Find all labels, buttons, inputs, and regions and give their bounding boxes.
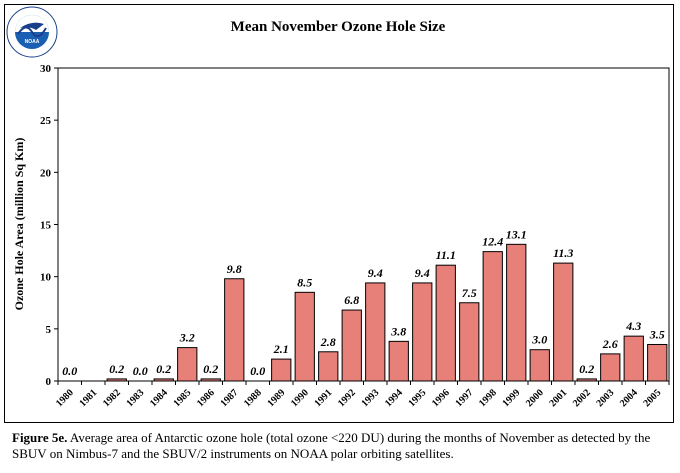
bar-1987 [224, 278, 245, 382]
bar-1984 [153, 378, 174, 382]
x-tick-label-1992: 1992 [336, 387, 358, 409]
figure-caption: Figure 5e. Average area of Antarctic ozo… [12, 430, 672, 462]
value-label-1986: 0.2 [203, 362, 218, 376]
value-label-1980: 0.0 [62, 364, 77, 378]
bar-1989 [271, 358, 292, 382]
x-tick-label-1980: 1980 [54, 387, 76, 409]
bar-1999 [506, 243, 527, 382]
chart-title: Mean November Ozone Hole Size [231, 19, 446, 35]
x-tick-label-1986: 1986 [195, 387, 217, 409]
x-tick-label-1982: 1982 [101, 387, 123, 409]
bar-2004 [623, 335, 644, 382]
value-label-2005: 3.5 [649, 327, 665, 341]
x-tick-label-1981: 1981 [77, 387, 99, 409]
y-tick-label: 5 [46, 324, 52, 336]
x-tick-label-2004: 2004 [618, 387, 640, 409]
x-tick-label-1996: 1996 [430, 387, 452, 409]
value-label-2003: 2.6 [602, 337, 618, 351]
value-label-1989: 2.1 [273, 342, 289, 356]
y-tick-label: 10 [40, 272, 52, 284]
x-tick-label-1991: 1991 [312, 387, 334, 409]
x-tick-label-1998: 1998 [477, 387, 499, 409]
y-tick-label: 0 [46, 376, 52, 388]
value-label-1984: 0.2 [156, 362, 171, 376]
bar-1998 [482, 251, 503, 382]
bar-2003 [600, 353, 621, 382]
value-label-2002: 0.2 [579, 362, 594, 376]
x-tick-label-1984: 1984 [148, 387, 170, 409]
bar-1982 [106, 378, 127, 382]
x-tick-label-2005: 2005 [641, 387, 663, 409]
value-labels: 0.0 0.2 0.0 0.2 3.2 0.2 9.8 0.0 2.1 8.5 2.8 6.8 9.4 3… [62, 227, 665, 378]
chart: Mean November Ozone Hole Size Ozone Hole… [12, 19, 670, 409]
x-tick-label-1999: 1999 [500, 387, 522, 409]
noaa-logo-text: NOAA [25, 39, 40, 45]
x-tick-label-1997: 1997 [453, 387, 475, 409]
value-label-1992: 6.8 [344, 293, 359, 307]
bar-2005 [647, 343, 668, 382]
x-tick-label-2003: 2003 [594, 387, 616, 409]
bar-2000 [529, 349, 550, 382]
bar-2002 [576, 378, 597, 382]
bar-1990 [294, 291, 315, 382]
value-label-1993: 9.4 [368, 266, 383, 280]
x-tick-label-1990: 1990 [289, 387, 311, 409]
value-label-2000: 3.0 [531, 333, 547, 347]
bar-1995 [412, 282, 433, 382]
x-tick-label-1987: 1987 [218, 387, 240, 409]
x-axis: 1980 1981 1982 1983 1984 1985 1986 1987 1988 1989… [54, 381, 670, 409]
value-label-2004: 4.3 [625, 319, 641, 333]
bar-1986 [200, 378, 221, 382]
value-label-1982: 0.2 [109, 362, 124, 376]
y-tick-label: 30 [40, 63, 52, 75]
x-tick-label-2001: 2001 [547, 387, 569, 409]
bar-2001 [553, 262, 574, 382]
noaa-logo-icon: NOAA [6, 6, 58, 58]
x-tick-label-1989: 1989 [265, 387, 287, 409]
bar-1992 [341, 309, 362, 382]
value-label-1996: 11.1 [436, 248, 456, 262]
caption-text: Average area of Antarctic ozone hole (to… [12, 430, 651, 461]
y-tick-label: 15 [40, 220, 52, 232]
y-tick-label: 20 [40, 167, 52, 179]
value-label-1987: 9.8 [227, 262, 242, 276]
value-label-1999: 13.1 [506, 227, 527, 241]
value-label-1988: 0.0 [250, 364, 265, 378]
value-label-1998: 12.4 [482, 235, 503, 249]
x-tick-label-1994: 1994 [383, 387, 405, 409]
plot-area [57, 67, 670, 382]
x-tick-label-1995: 1995 [406, 387, 428, 409]
x-tick-label-2002: 2002 [571, 387, 593, 409]
y-axis-label: Ozone Hole Area (million Sq Km) [12, 138, 26, 311]
x-tick-label-1985: 1985 [171, 387, 193, 409]
bar-1993 [365, 282, 386, 382]
bar-1996 [435, 264, 456, 382]
value-label-1995: 9.4 [415, 266, 430, 280]
x-tick-label-1983: 1983 [124, 387, 146, 409]
x-tick-label-1988: 1988 [242, 387, 264, 409]
y-axis: 0 5 10 15 20 25 30 [40, 63, 58, 388]
value-label-1994: 3.8 [390, 324, 406, 338]
value-label-1983: 0.0 [133, 364, 148, 378]
x-tick-label-1993: 1993 [359, 387, 381, 409]
bar-1991 [318, 351, 339, 382]
y-tick-label: 25 [40, 115, 52, 127]
caption-label: Figure 5e. [12, 430, 68, 445]
bar-1994 [388, 340, 409, 382]
value-label-1997: 7.5 [462, 286, 477, 300]
value-label-1985: 3.2 [179, 331, 195, 345]
bar-1997 [459, 302, 480, 382]
value-label-1990: 8.5 [297, 275, 312, 289]
bars [106, 243, 668, 382]
value-label-1991: 2.8 [320, 335, 336, 349]
value-label-2001: 11.3 [553, 246, 573, 260]
x-tick-label-2000: 2000 [524, 387, 546, 409]
bar-1985 [177, 347, 198, 382]
